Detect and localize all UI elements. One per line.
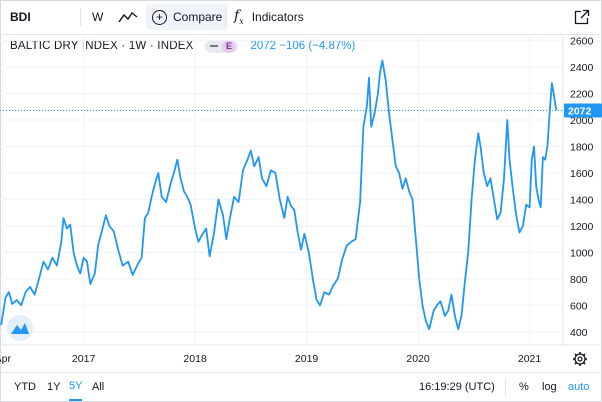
fullscreen-button[interactable] <box>574 0 590 34</box>
svg-text:2072: 2072 <box>568 105 592 117</box>
interval-button[interactable]: W <box>92 10 104 24</box>
legend-values: 2072 −106 (−4.87%) <box>250 40 356 52</box>
compare-button[interactable]: + Compare <box>146 4 229 30</box>
mountain-icon <box>11 323 29 334</box>
x-tick-label: 2019 <box>295 353 319 365</box>
symbol-search-button[interactable]: BDI <box>10 10 31 24</box>
line-chart-icon <box>118 11 138 23</box>
range-all-button[interactable]: All <box>92 381 105 393</box>
time-axis[interactable]: Apr 2017 2018 2019 2020 2021 <box>0 353 541 365</box>
settings-gear-icon[interactable] <box>573 352 587 366</box>
clock-time: 16:19:29 (UTC) <box>419 381 495 393</box>
y-tick-label: 400 <box>570 327 588 339</box>
range-ytd-button[interactable]: YTD <box>14 381 36 393</box>
y-tick-label: 2000 <box>570 115 594 127</box>
range-1y-button[interactable]: 1Y <box>47 381 61 393</box>
y-tick-label: 2600 <box>570 36 594 48</box>
y-tick-label: 2200 <box>570 89 594 101</box>
tradingview-logo-button[interactable] <box>7 315 33 341</box>
price-axis[interactable]: 400 600 800 1000 1200 1400 1600 1800 2000 2200 240… <box>570 36 594 339</box>
toolbar-divider <box>505 378 506 396</box>
y-tick-label: 1600 <box>570 168 594 180</box>
x-tick-label: 2018 <box>183 353 207 365</box>
chart-grid <box>0 34 563 345</box>
plus-circle-icon: + <box>152 9 167 25</box>
last-price-label: 2072 <box>564 103 602 118</box>
y-tick-label: 1800 <box>570 141 594 153</box>
log-scale-toggle[interactable]: log <box>542 381 557 393</box>
y-tick-label: 1000 <box>570 247 594 259</box>
x-tick-label: Apr <box>0 353 11 365</box>
range-5y-button[interactable]: 5Y <box>69 373 83 401</box>
fx-icon: fx <box>234 8 244 26</box>
series-title: BALTIC DRY INDEX · 1W · INDEX <box>10 40 194 52</box>
auto-scale-toggle[interactable]: auto <box>568 381 590 393</box>
y-tick-label: 2400 <box>570 62 594 74</box>
y-tick-label: 600 <box>570 300 588 312</box>
y-tick-label: 800 <box>570 274 588 286</box>
toolbar-divider <box>80 8 81 26</box>
chart-legend: BALTIC DRY INDEX · 1W · INDEX E 2072 −10… <box>10 38 355 54</box>
minus-icon <box>210 45 219 47</box>
price-chart[interactable]: 400 600 800 1000 1200 1400 1600 1800 2000 2200 240… <box>0 0 602 372</box>
x-tick-label: 2020 <box>406 353 430 365</box>
bottom-toolbar: YTD 1Y 5Y All 16:19:29 (UTC) % log auto <box>0 372 600 401</box>
x-tick-label: 2021 <box>518 353 542 365</box>
fullscreen-icon <box>574 9 590 25</box>
y-tick-label: 1400 <box>570 194 594 206</box>
event-badge: E <box>222 39 236 53</box>
chart-type-button[interactable] <box>118 0 138 34</box>
legend-toggle[interactable]: E <box>205 39 239 53</box>
toolbar-divider <box>225 8 226 26</box>
compare-label: Compare <box>173 10 223 24</box>
x-tick-label: 2017 <box>72 353 96 365</box>
percent-scale-toggle[interactable]: % <box>519 381 529 393</box>
series-line <box>0 59 558 330</box>
y-tick-label: 1200 <box>570 221 594 233</box>
indicators-button[interactable]: fx Indicators <box>234 0 304 34</box>
top-toolbar: BDI W + Compare fx Indicators <box>0 0 600 35</box>
indicators-label: Indicators <box>251 10 304 24</box>
